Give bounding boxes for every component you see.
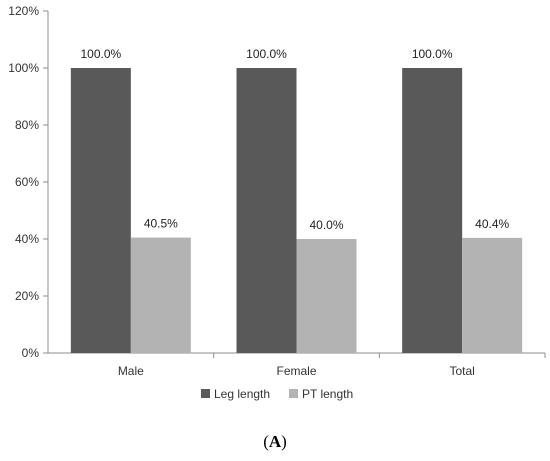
bar bbox=[296, 239, 357, 353]
panel-label-open: ( bbox=[263, 432, 269, 451]
chart-legend: Leg length PT length bbox=[201, 387, 353, 401]
panel-label-letter: A bbox=[268, 432, 282, 451]
bar bbox=[236, 68, 297, 353]
bar bbox=[70, 68, 131, 353]
bar bbox=[130, 237, 191, 353]
y-tick-label: 20% bbox=[15, 289, 39, 303]
x-tick-label: Female bbox=[276, 364, 316, 378]
chart-bars bbox=[70, 68, 523, 353]
bar bbox=[402, 68, 463, 353]
y-tick-label: 60% bbox=[15, 175, 39, 189]
bar-chart: 0% 20% 40% 60% 80% 100% 120% Male Female Total 10… bbox=[8, 4, 546, 401]
panel-label: (A) bbox=[0, 432, 550, 452]
data-label: 40.0% bbox=[309, 218, 343, 232]
data-label: 100.0% bbox=[80, 47, 121, 61]
legend-swatch bbox=[201, 389, 210, 398]
y-tick-label: 0% bbox=[22, 346, 40, 360]
y-tick-label: 80% bbox=[15, 118, 39, 132]
y-tick-label: 40% bbox=[15, 232, 39, 246]
data-label: 40.5% bbox=[144, 217, 178, 231]
y-tick-label: 120% bbox=[8, 4, 39, 18]
legend-label: Leg length bbox=[214, 387, 270, 401]
x-tick-label: Total bbox=[449, 364, 474, 378]
legend-label: PT length bbox=[302, 387, 353, 401]
panel-label-close: ) bbox=[281, 432, 287, 451]
data-label: 40.4% bbox=[475, 217, 509, 231]
y-tick-label: 100% bbox=[8, 61, 39, 75]
bar bbox=[462, 237, 523, 353]
data-label: 100.0% bbox=[412, 47, 453, 61]
x-tick-label: Male bbox=[118, 364, 144, 378]
data-label: 100.0% bbox=[246, 47, 287, 61]
legend-swatch bbox=[289, 389, 298, 398]
chart-data-labels: 100.0% 40.5% 100.0% 40.0% 100.0% 40.4% bbox=[80, 47, 509, 232]
